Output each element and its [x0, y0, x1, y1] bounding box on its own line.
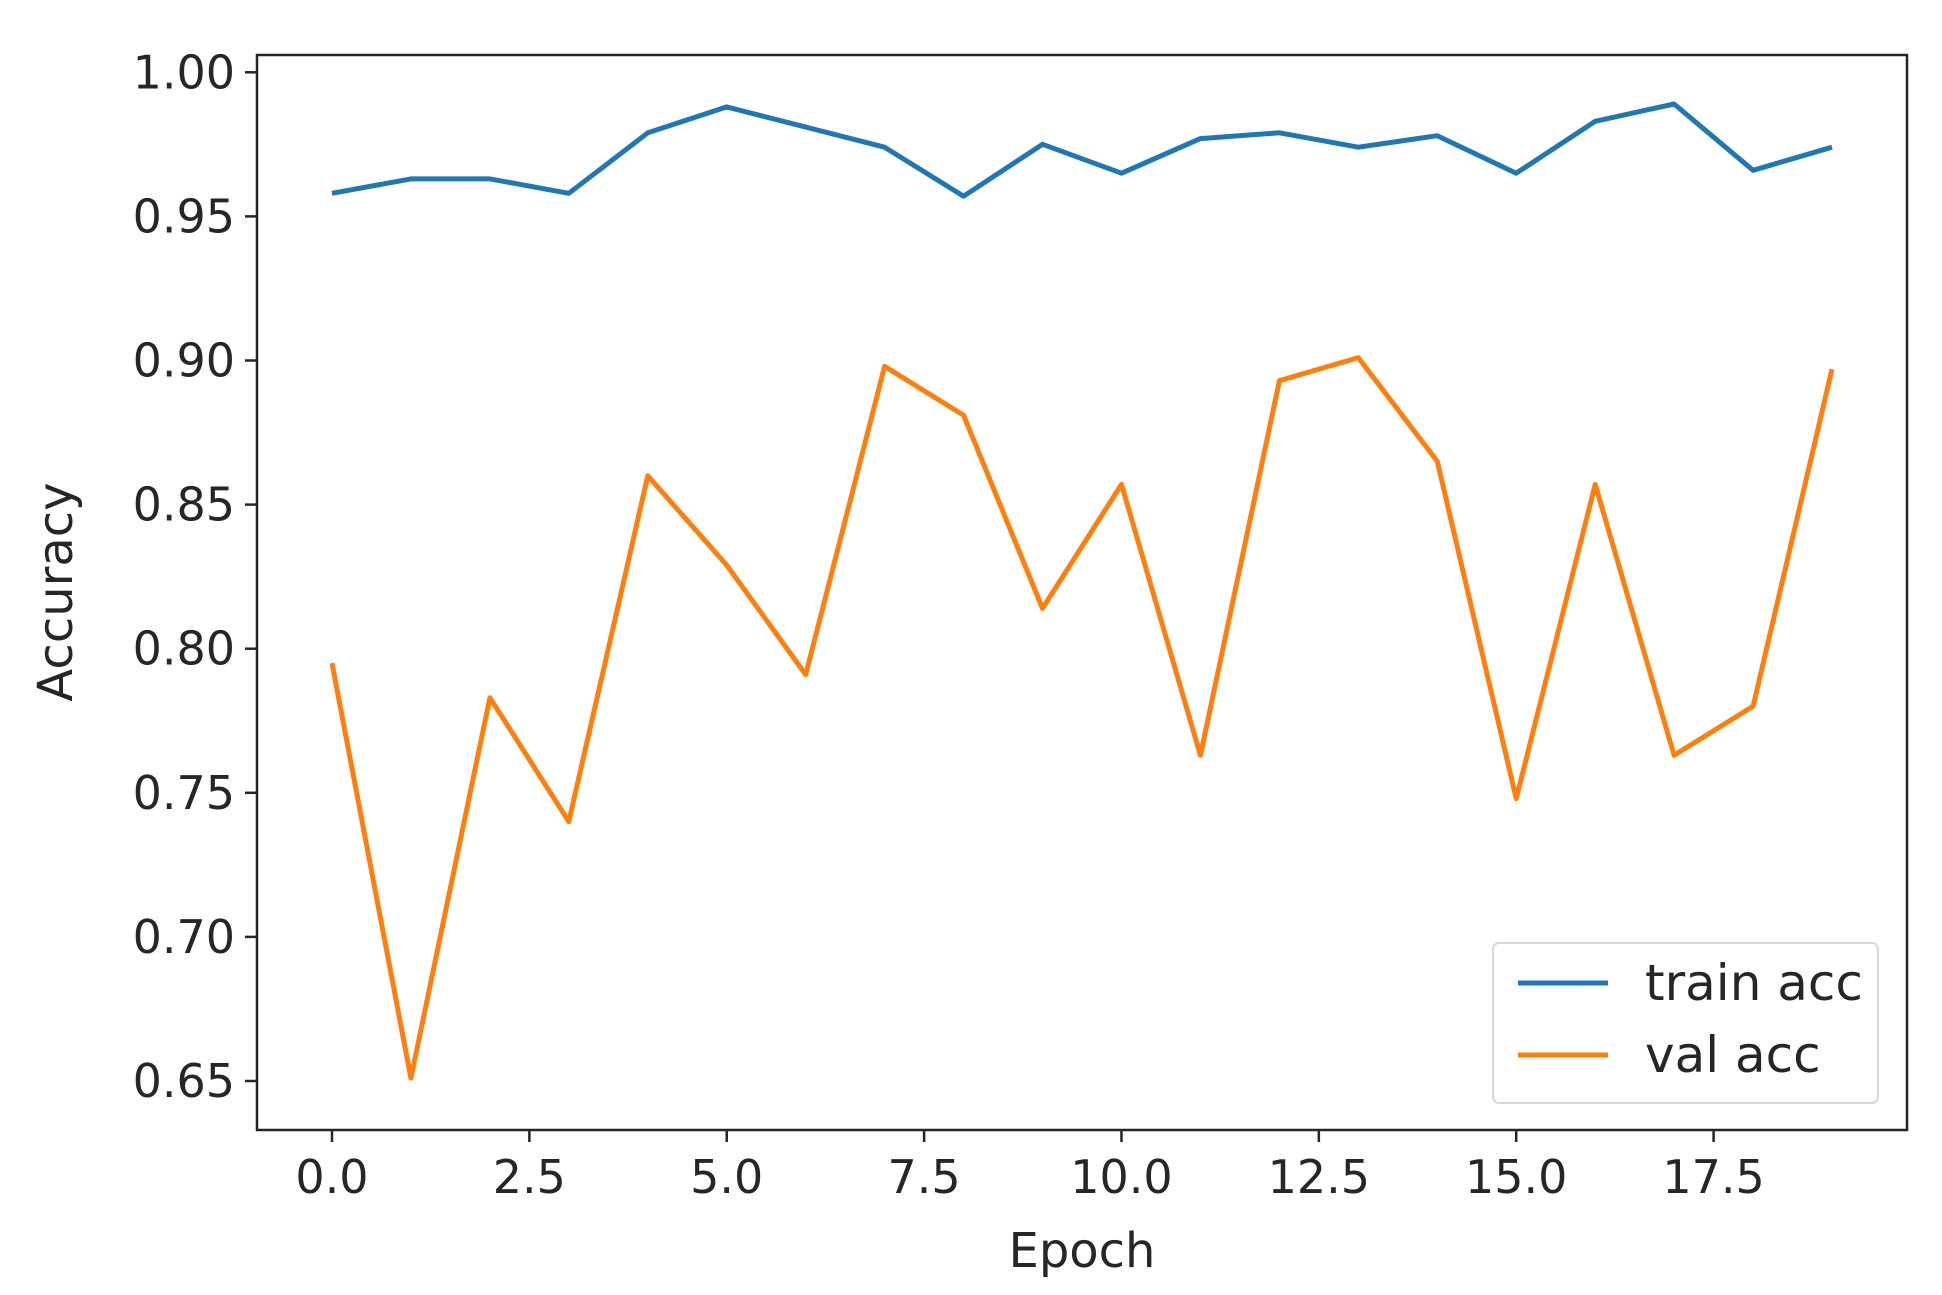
y-tick-label: 0.75	[133, 766, 235, 820]
legend: train acc val acc	[1492, 942, 1879, 1104]
y-tick-label: 0.90	[133, 333, 235, 387]
y-tick-label: 1.00	[133, 45, 235, 99]
series-line-1	[329, 355, 1835, 1081]
y-tick-label: 0.65	[133, 1054, 235, 1108]
x-tick-label: 17.5	[1662, 1150, 1764, 1204]
y-tick-label: 0.85	[133, 478, 235, 532]
series-layer	[329, 101, 1835, 1081]
x-axis-ticks: 0.0 2.5 5.0 7.5 10.0 12.5 15.0 17.5	[295, 1130, 1765, 1204]
y-tick-label: 0.95	[133, 189, 235, 243]
x-tick-label: 12.5	[1268, 1150, 1370, 1204]
x-tick-label: 10.0	[1070, 1150, 1172, 1204]
y-axis-ticks: 0.65 0.70 0.75 0.80 0.85 0.90 0.95 1.00	[133, 45, 257, 1108]
legend-label-1: val acc	[1645, 1026, 1821, 1084]
y-tick-label: 0.70	[133, 910, 235, 964]
x-tick-label: 0.0	[295, 1150, 368, 1204]
x-tick-label: 2.5	[493, 1150, 566, 1204]
legend-label-0: train acc	[1645, 954, 1863, 1012]
x-axis-label: Epoch	[1009, 1223, 1156, 1279]
plot-frame	[255, 53, 1909, 1132]
x-tick-label: 15.0	[1465, 1150, 1567, 1204]
x-tick-label: 7.5	[888, 1150, 961, 1204]
x-tick-label: 5.0	[690, 1150, 763, 1204]
y-tick-label: 0.80	[133, 622, 235, 676]
series-line-0	[331, 101, 1833, 199]
y-axis-label: Accuracy	[28, 482, 84, 701]
